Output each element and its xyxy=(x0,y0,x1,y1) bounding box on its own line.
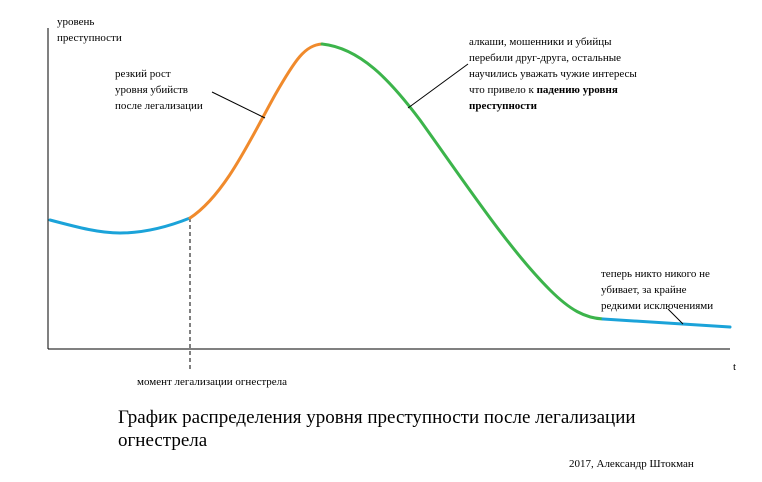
peak-annotation: алкаши, мошенники и убийцы перебили друг… xyxy=(469,34,637,114)
legalization-marker-label: момент легализации огнестрела xyxy=(137,376,288,388)
surge-annotation: резкий рост уровня убийств после легализ… xyxy=(115,68,203,112)
tail-pointer-line xyxy=(667,308,684,325)
curve-segment-before xyxy=(48,216,192,235)
tail-annotation: теперь никто никого не убивает, за крайн… xyxy=(601,268,714,312)
peak-annotation-emphasis: падению уровня преступности xyxy=(469,84,618,112)
author-credit: 2017, Александр Штокман xyxy=(569,458,694,470)
curve-segment-fall xyxy=(320,42,605,321)
peak-annotation-text: алкаши, мошенники и убийцы перебили друг… xyxy=(469,36,637,96)
y-axis-label: уровень преступности xyxy=(57,16,122,44)
x-axis-label: t xyxy=(733,361,737,373)
surge-pointer-line xyxy=(211,91,266,119)
page-title: График распределения уровня преступности… xyxy=(118,407,636,451)
curve-segment-rise xyxy=(188,42,324,220)
curve-segment-tail xyxy=(601,317,732,329)
peak-pointer-line xyxy=(407,63,469,109)
